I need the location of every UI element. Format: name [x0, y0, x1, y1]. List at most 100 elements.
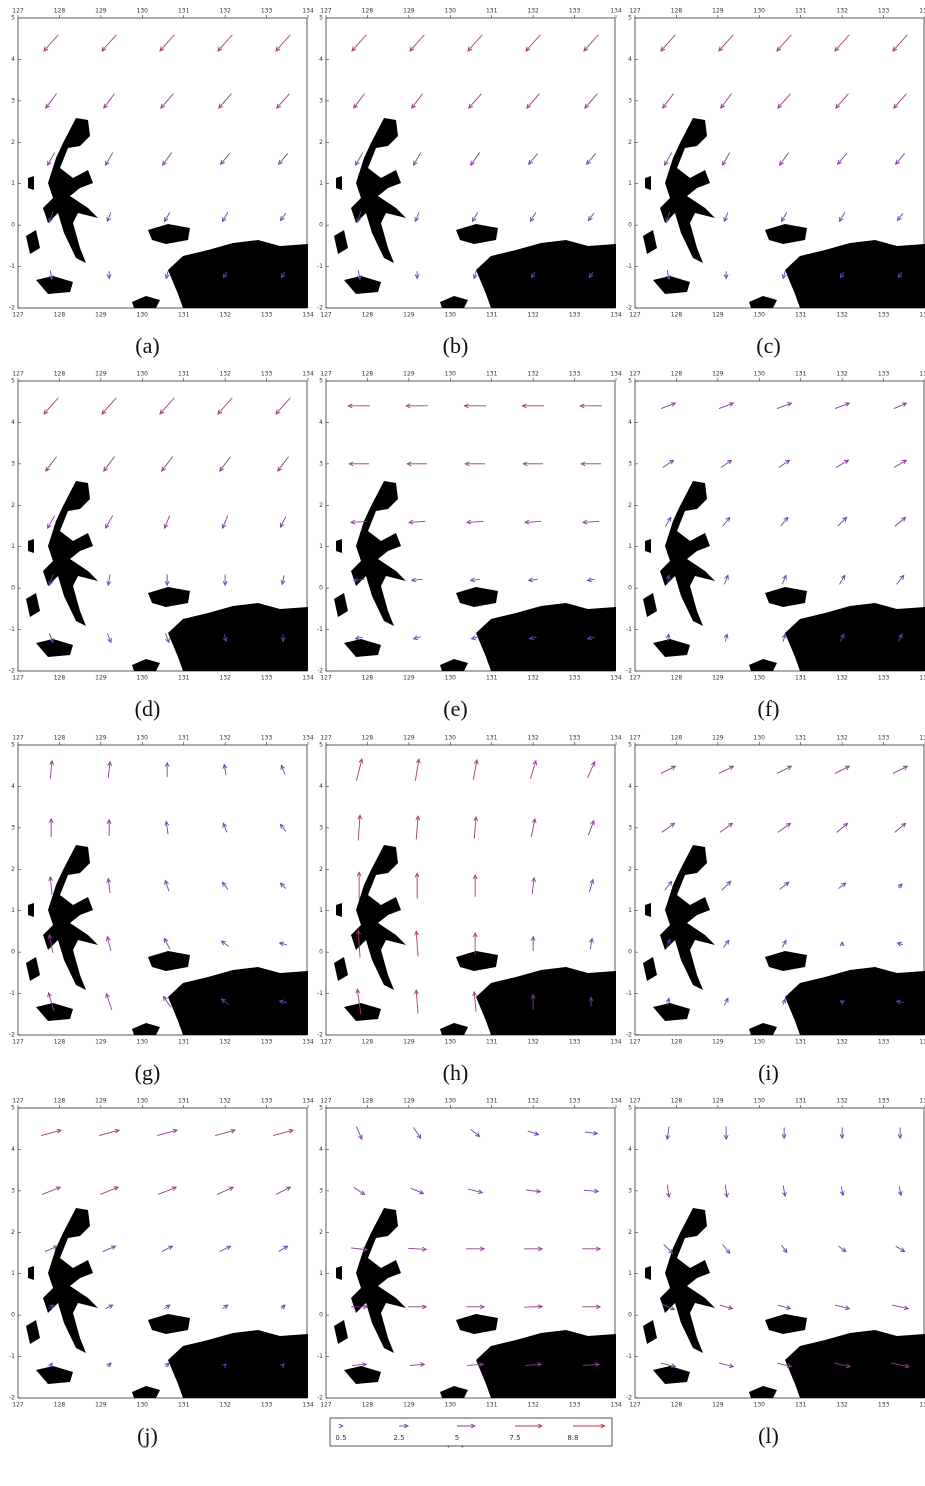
wind-arrow [839, 1000, 845, 1005]
x-tick-label: 127 [320, 675, 332, 682]
x-tick-label: 129 [403, 312, 415, 319]
x-tick-label: 127 [320, 8, 332, 15]
panel-label: (a) [135, 333, 159, 358]
wind-arrow [838, 212, 846, 223]
y-tick-label: 5 [319, 1105, 323, 1112]
x-tick-label: 131 [178, 1402, 190, 1409]
wind-arrow [412, 635, 421, 641]
wind-arrow [414, 989, 419, 1014]
x-tick-label: 130 [137, 312, 149, 319]
wind-arrow [529, 212, 537, 223]
map-panel: 1271271281281291291301301311311321321331… [626, 8, 925, 358]
x-tick-label: 127 [12, 8, 24, 15]
y-tick-label: 3 [628, 460, 632, 467]
y-tick-label: 3 [319, 1187, 323, 1194]
wind-arrow [665, 516, 672, 527]
wind-arrow [723, 212, 729, 223]
x-tick-label: 134 [919, 8, 925, 15]
x-tick-label: 134 [302, 675, 314, 682]
wind-arrow [354, 635, 363, 641]
legend-label: 0.5 [335, 1434, 346, 1442]
wind-arrow [47, 991, 55, 1011]
y-tick-label: 3 [319, 97, 323, 104]
x-tick-label: 128 [671, 1039, 683, 1046]
y-tick-label: 0 [319, 222, 323, 229]
x-tick-label: 134 [919, 1039, 925, 1046]
x-tick-label: 131 [486, 8, 498, 15]
wind-arrow [776, 765, 793, 774]
wind-arrow [837, 516, 848, 527]
map-panel: 1271271281281291291301301311311321321331… [317, 8, 622, 359]
wind-arrow [584, 93, 598, 109]
wind-arrow [515, 1423, 544, 1429]
x-tick-label: 129 [712, 735, 724, 742]
y-tick-label: 2 [628, 866, 632, 873]
y-tick-label: 0 [319, 585, 323, 592]
map-panel: 1271271281281291291301301311311321321331… [626, 371, 925, 721]
wind-arrow [466, 1304, 486, 1310]
x-tick-label: 132 [219, 675, 231, 682]
wind-arrow [893, 402, 908, 409]
wind-arrow [280, 271, 286, 279]
x-tick-label: 132 [836, 371, 848, 378]
x-tick-label: 127 [629, 675, 641, 682]
wind-arrow [276, 93, 290, 109]
wind-arrow [164, 820, 170, 835]
x-tick-label: 132 [527, 1039, 539, 1046]
y-tick-label: 4 [628, 56, 632, 63]
wind-arrow [408, 519, 426, 525]
x-tick-label: 129 [403, 675, 415, 682]
map-panel: 1271271281281291291301301311311321321331… [9, 8, 314, 359]
x-tick-label: 128 [54, 1402, 66, 1409]
y-tick-label: 5 [628, 378, 632, 385]
wind-arrow [525, 34, 541, 52]
x-tick-label: 130 [754, 1098, 766, 1105]
x-tick-label: 127 [629, 312, 641, 319]
y-tick-label: -2 [626, 668, 632, 675]
x-tick-label: 131 [795, 1098, 807, 1105]
wind-arrow [279, 882, 287, 889]
wind-arrow [525, 1362, 543, 1367]
wind-arrow [527, 1130, 540, 1136]
wind-arrow [275, 1186, 292, 1195]
x-tick-label: 132 [836, 1402, 848, 1409]
x-tick-label: 127 [320, 1098, 332, 1105]
wind-arrow [48, 633, 54, 644]
wind-arrow [216, 1186, 235, 1195]
wind-arrow [220, 940, 230, 947]
wind-arrow [279, 823, 287, 832]
x-tick-label: 128 [671, 312, 683, 319]
wind-arrow [222, 271, 228, 279]
panel-label: (i) [758, 1060, 779, 1085]
wind-arrow [457, 1423, 477, 1429]
wind-arrow [893, 459, 908, 468]
x-tick-label: 131 [178, 371, 190, 378]
x-tick-label: 128 [671, 1098, 683, 1105]
x-tick-label: 133 [261, 1039, 273, 1046]
x-tick-label: 129 [95, 1098, 107, 1105]
x-tick-label: 129 [95, 1039, 107, 1046]
x-tick-label: 131 [486, 675, 498, 682]
wind-arrow [530, 817, 537, 837]
y-tick-label: 0 [11, 222, 15, 229]
wind-arrow [723, 633, 729, 642]
wind-arrow [782, 1185, 787, 1198]
x-tick-label: 132 [219, 312, 231, 319]
wind-arrow [583, 34, 599, 52]
x-tick-label: 134 [610, 1098, 622, 1105]
wind-arrow [891, 1362, 911, 1369]
y-tick-label: -1 [626, 263, 632, 270]
wind-arrow [275, 34, 291, 52]
panels: 127 127 128 128 129 129 130 130 131 131 132 132 133 1… [9, 8, 925, 1448]
x-tick-label: 128 [54, 1098, 66, 1105]
y-tick-label: 2 [11, 866, 15, 873]
y-tick-label: -2 [317, 305, 323, 312]
x-tick-label: 130 [445, 8, 457, 15]
wind-arrow [835, 459, 850, 468]
wind-arrow [468, 93, 482, 109]
x-tick-label: 133 [569, 1402, 581, 1409]
x-tick-label: 134 [919, 312, 925, 319]
wind-arrow [105, 992, 113, 1011]
wind-arrow [473, 816, 479, 839]
